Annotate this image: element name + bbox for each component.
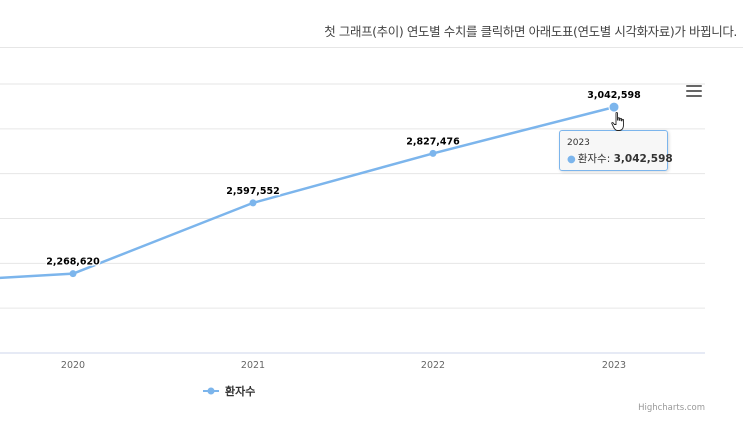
data-point[interactable] xyxy=(608,101,620,113)
data-label: 2,268,620 xyxy=(46,257,100,268)
x-tick-label: 2021 xyxy=(241,360,265,371)
data-point[interactable] xyxy=(69,270,77,278)
legend-item[interactable]: 환자수 xyxy=(203,383,255,399)
tooltip: 2023 ● 환자수: 3,042,598 xyxy=(559,130,673,171)
credits-link[interactable]: Highcharts.com xyxy=(638,403,705,413)
hand-cursor-icon xyxy=(611,112,624,131)
x-tick-label: 2023 xyxy=(602,360,626,371)
x-tick-label: 2022 xyxy=(421,360,445,371)
data-point[interactable] xyxy=(249,199,257,207)
tooltip-row: ● 환자수: 3,042,598 xyxy=(567,151,673,166)
tooltip-series-label: 환자수: xyxy=(577,153,614,165)
data-label: 2,827,476 xyxy=(406,136,460,147)
data-label: 2,597,552 xyxy=(226,186,280,197)
tooltip-series-dot-icon: ● xyxy=(567,154,576,165)
line-chart: 2020 2021 2022 2023 2,268,620 2,597,552 2,827,… xyxy=(0,83,705,371)
data-label: 3,042,598 xyxy=(587,90,641,101)
chart-container: 2020 2021 2022 2023 2,268,620 2,597,552 2,827,… xyxy=(0,47,743,425)
legend-series-marker-icon xyxy=(203,387,219,395)
data-point[interactable] xyxy=(429,149,437,157)
x-tick-label: 2020 xyxy=(61,360,85,371)
chart-notice-text: 첫 그래프(추이) 연도별 수치를 클릭하면 아래도표(연도별 시각화자료)가 … xyxy=(324,24,737,39)
tooltip-value: 3,042,598 xyxy=(613,153,673,165)
legend-label: 환자수 xyxy=(225,385,256,398)
hamburger-menu-icon[interactable] xyxy=(686,85,702,99)
tooltip-category: 2023 xyxy=(567,138,590,148)
